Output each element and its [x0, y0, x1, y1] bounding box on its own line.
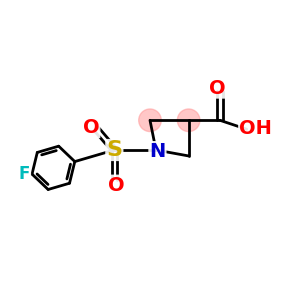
- Circle shape: [139, 109, 161, 132]
- Text: O: O: [107, 176, 124, 195]
- Text: S: S: [106, 140, 122, 160]
- Text: OH: OH: [239, 119, 272, 138]
- Text: F: F: [19, 164, 30, 182]
- Circle shape: [177, 109, 200, 132]
- Text: N: N: [149, 142, 166, 161]
- Text: O: O: [83, 118, 100, 137]
- Text: O: O: [208, 79, 225, 98]
